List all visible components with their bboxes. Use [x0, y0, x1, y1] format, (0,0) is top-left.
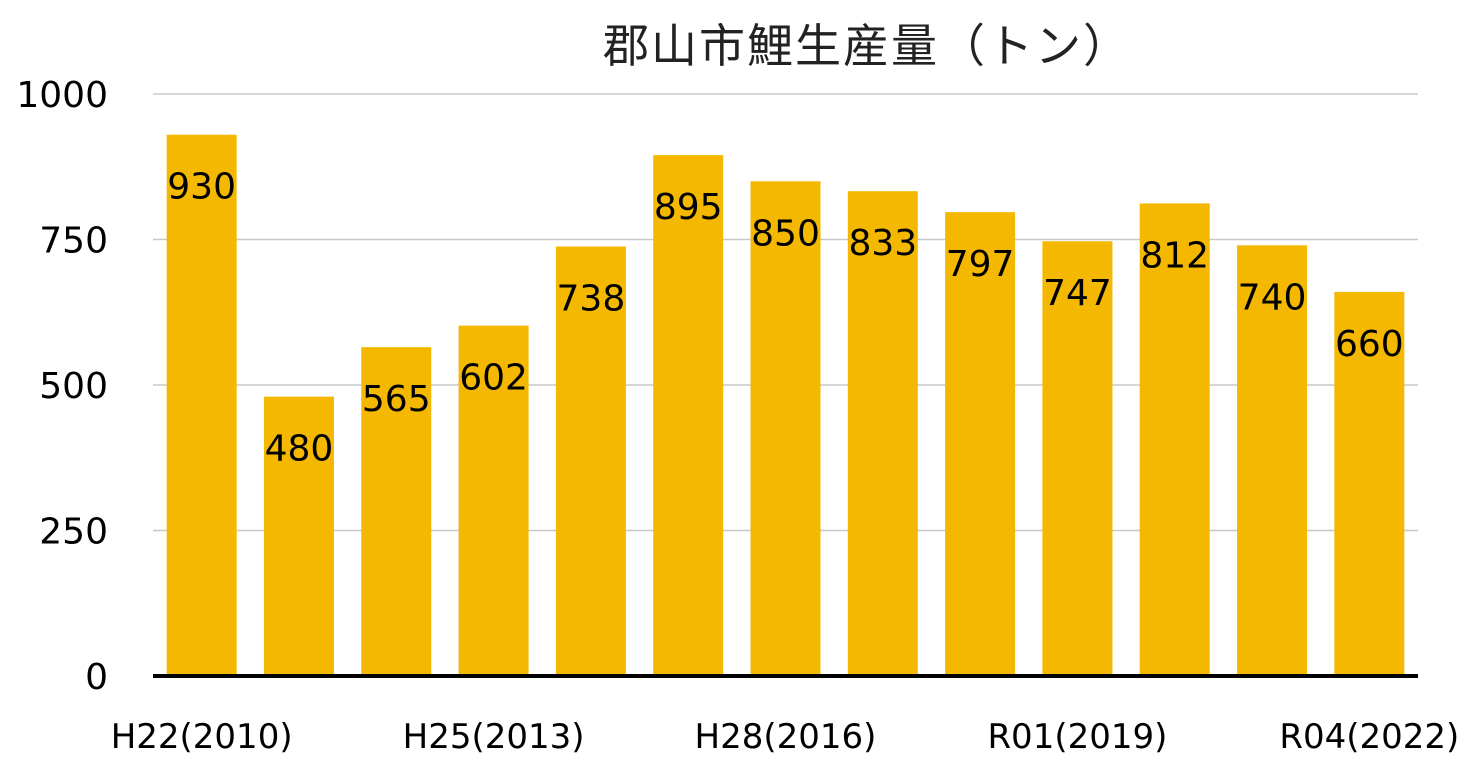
chart-title: 郡山市鯉生産量（トン） — [603, 19, 1131, 73]
data-label: 740 — [1238, 277, 1307, 318]
x-tick-label: H25(2013) — [403, 717, 585, 757]
bar — [166, 134, 237, 677]
data-label: 797 — [946, 244, 1015, 285]
bar — [555, 246, 626, 676]
data-label: 833 — [848, 223, 917, 264]
y-tick-label: 1000 — [16, 75, 108, 116]
x-tick-label: R01(2019) — [987, 717, 1167, 757]
bar — [1334, 291, 1405, 676]
data-label: 602 — [459, 358, 528, 399]
y-tick-label: 500 — [39, 366, 108, 407]
data-label: 660 — [1335, 324, 1404, 365]
data-labels: 930 480 565 602 738 895 850 833 797 747 812 740 660 — [167, 167, 1403, 470]
data-label: 565 — [362, 379, 431, 420]
bar — [1042, 241, 1113, 676]
data-label: 738 — [557, 278, 626, 319]
y-tick-label: 0 — [85, 657, 108, 698]
bar — [361, 347, 432, 676]
bar — [1139, 203, 1210, 676]
bar — [847, 191, 918, 676]
data-label: 747 — [1043, 273, 1112, 314]
x-tick-label: H22(2010) — [111, 717, 293, 757]
bar — [750, 181, 821, 677]
bar — [263, 396, 334, 676]
x-axis-ticks: H22(2010) H25(2013) H28(2016) R01(2019) R04(… — [111, 717, 1460, 757]
data-label: 812 — [1140, 235, 1209, 276]
bar — [945, 212, 1016, 676]
data-label: 850 — [751, 213, 820, 254]
bar — [653, 155, 724, 677]
data-label: 480 — [265, 429, 334, 470]
y-tick-label: 250 — [39, 512, 108, 553]
y-tick-label: 750 — [39, 221, 108, 262]
bar — [458, 325, 529, 676]
x-tick-label: H28(2016) — [695, 717, 877, 757]
y-axis-ticks: 0 250 500 750 1000 — [16, 75, 108, 698]
data-label: 895 — [654, 187, 723, 228]
bars — [166, 134, 1405, 677]
bar — [1237, 245, 1308, 676]
data-label: 930 — [167, 167, 236, 208]
x-tick-label: R04(2022) — [1279, 717, 1459, 757]
